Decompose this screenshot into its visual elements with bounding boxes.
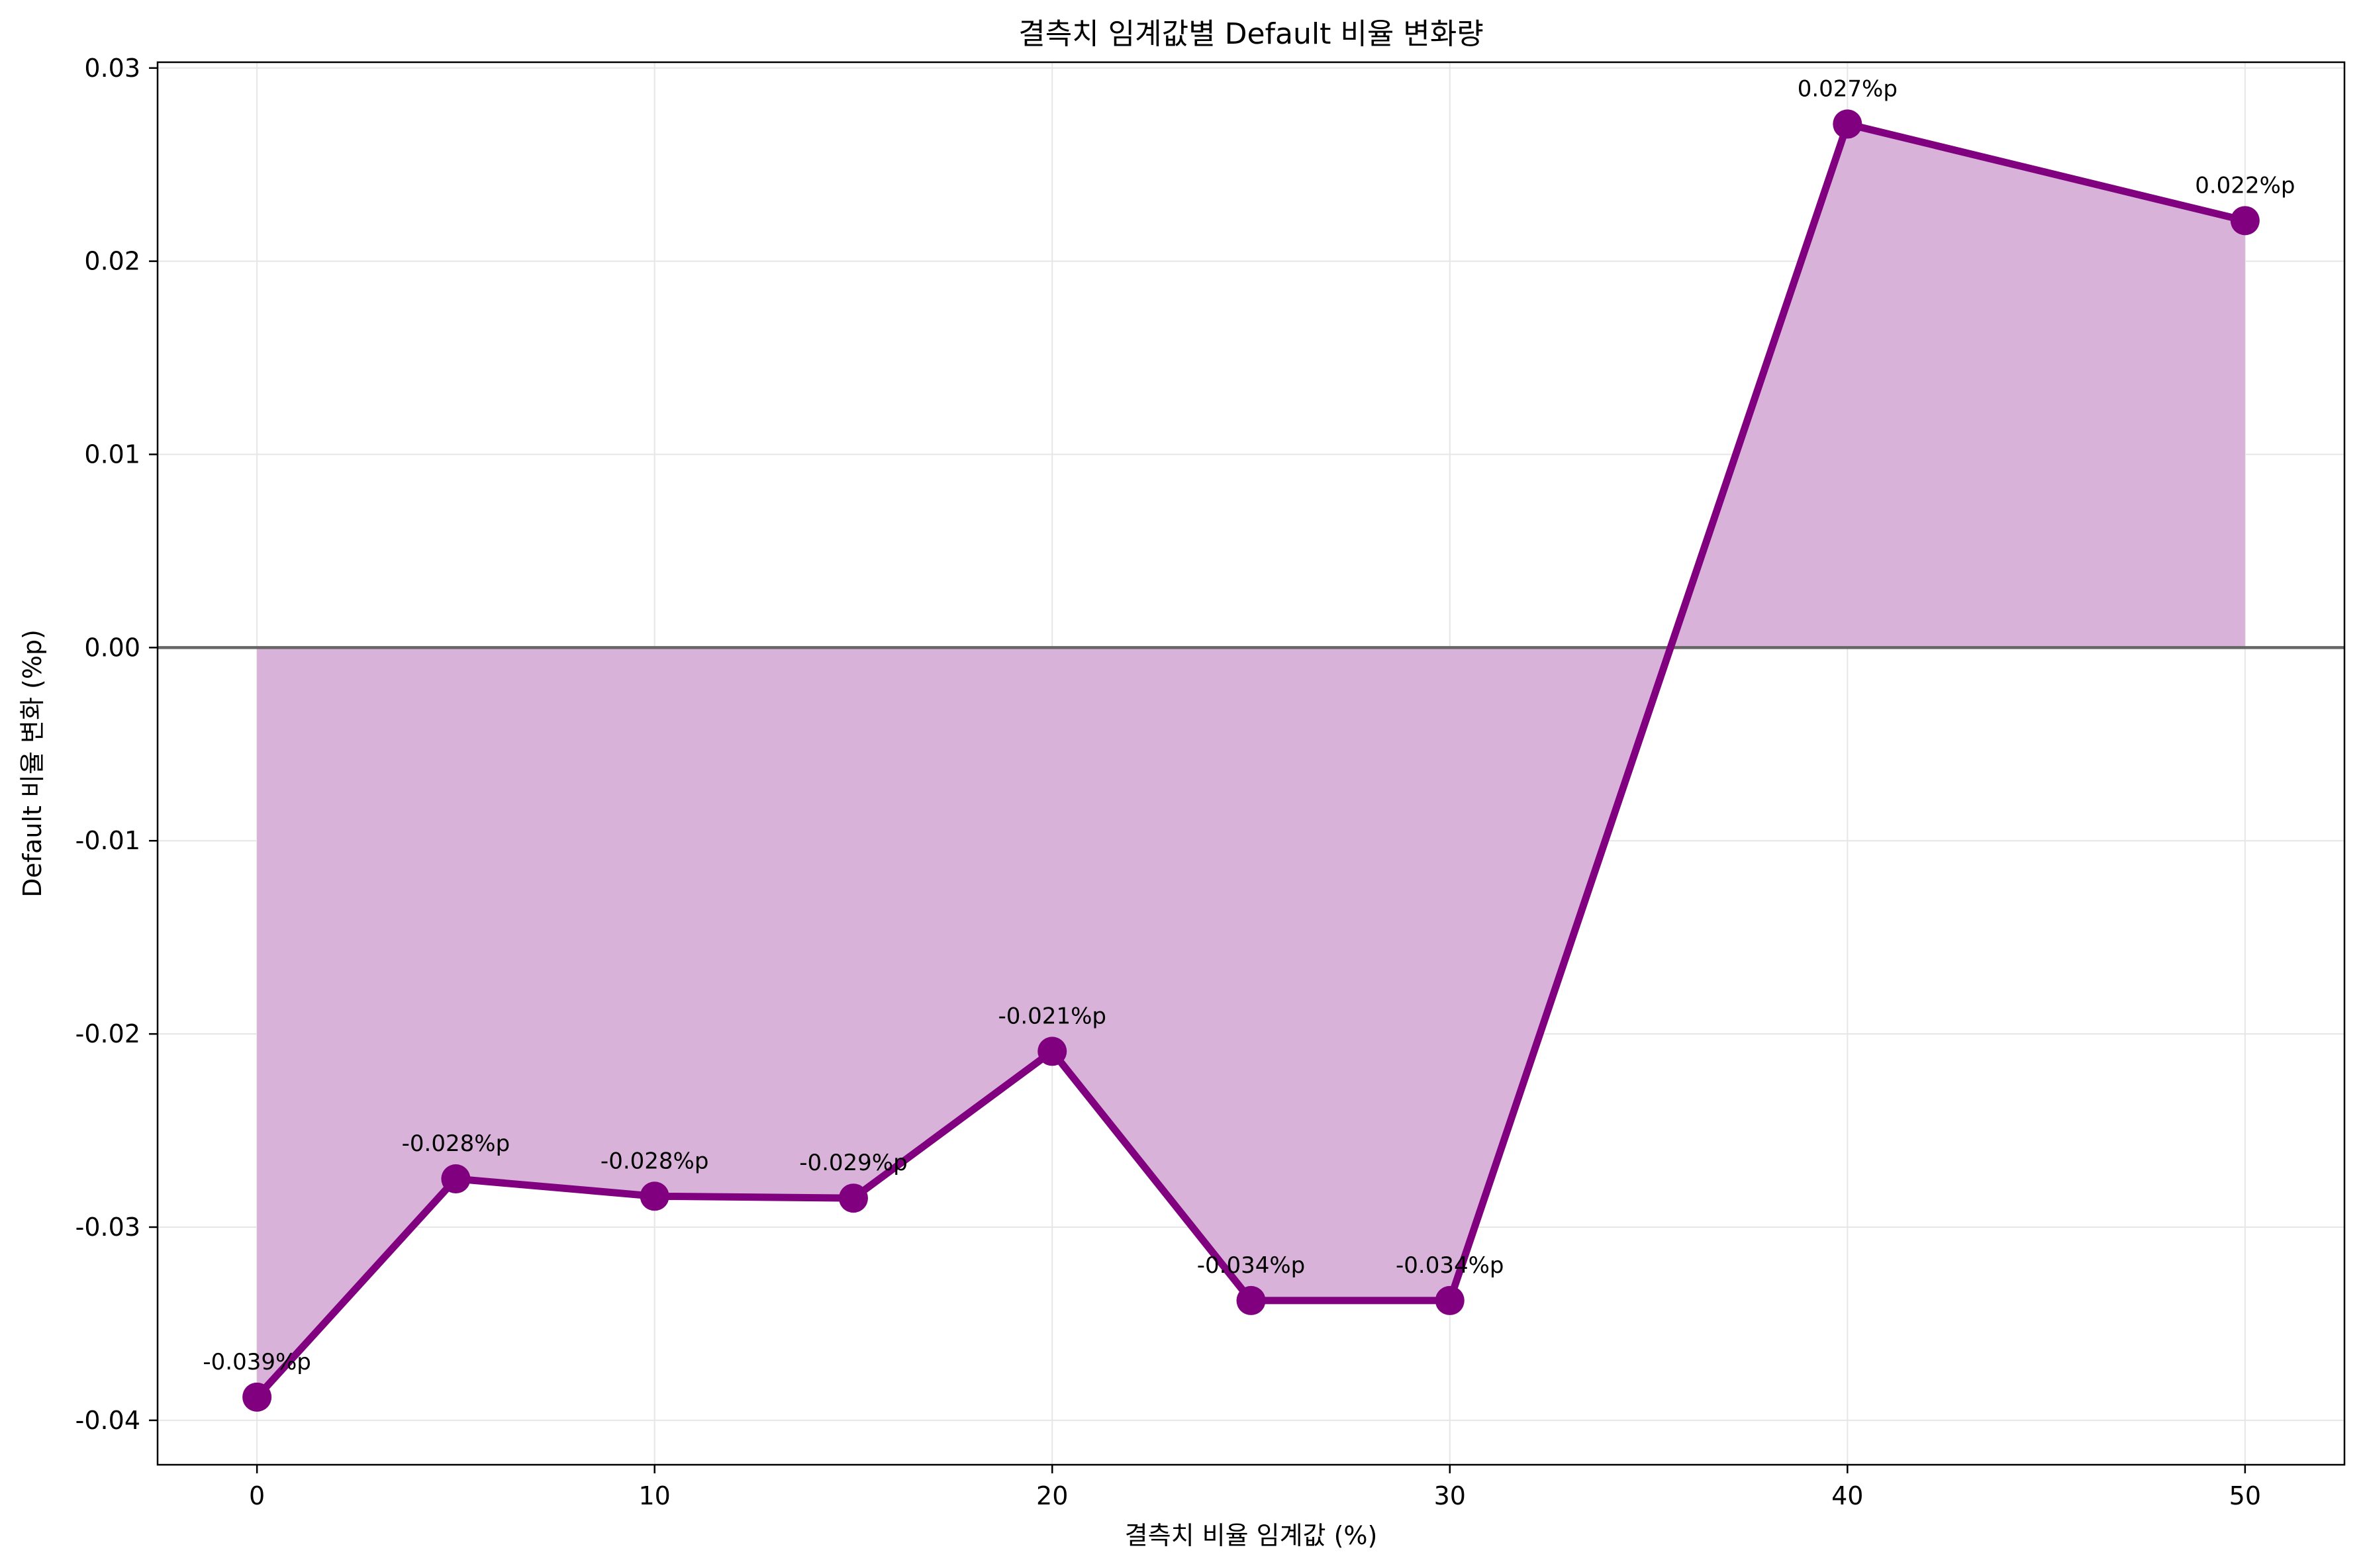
data-label: 0.022%p <box>2195 172 2295 199</box>
data-point <box>1435 1285 1465 1315</box>
y-tick-label: -0.01 <box>75 826 140 855</box>
x-tick-label: 10 <box>639 1481 671 1510</box>
y-tick-label: -0.04 <box>75 1406 140 1435</box>
x-tick-label: 40 <box>1831 1481 1863 1510</box>
data-label: 0.027%p <box>1798 75 1898 102</box>
chart-title: 결측치 임계값별 Default 비율 변화량 <box>1018 17 1483 51</box>
data-point <box>1037 1037 1067 1066</box>
x-tick-label: 20 <box>1036 1481 1068 1510</box>
data-labels: -0.039%p -0.028%p -0.028%p -0.029%p -0.021%p… <box>203 75 2295 1375</box>
data-points <box>242 109 2260 1412</box>
y-tick-label: 0.01 <box>84 440 140 469</box>
x-axis-ticks: 0 10 20 30 40 50 <box>249 1465 2261 1510</box>
data-point <box>1236 1285 1266 1315</box>
y-tick-label: -0.03 <box>75 1213 140 1242</box>
data-point <box>838 1183 868 1213</box>
data-label: -0.021%p <box>998 1003 1106 1029</box>
y-axis-ticks: -0.04 -0.03 -0.02 -0.01 0.00 0.01 0.02 0.03 <box>75 54 158 1435</box>
data-point <box>441 1164 471 1194</box>
y-tick-label: 0.00 <box>84 633 140 662</box>
data-label: -0.039%p <box>203 1349 311 1375</box>
data-label: -0.034%p <box>1396 1252 1504 1279</box>
y-axis-title: Default 비율 변화 (%p) <box>18 629 47 898</box>
x-axis-title: 결측치 비율 임계값 (%) <box>1125 1521 1378 1550</box>
data-point <box>2230 206 2260 236</box>
data-point <box>640 1181 669 1211</box>
area-fill <box>257 124 2245 1397</box>
y-tick-label: -0.02 <box>75 1019 140 1048</box>
y-tick-label: 0.03 <box>84 54 140 83</box>
data-label: -0.028%p <box>402 1130 510 1157</box>
plot-frame <box>156 61 2346 1466</box>
data-label: -0.034%p <box>1197 1252 1306 1279</box>
y-tick-label: 0.02 <box>84 247 140 276</box>
x-tick-label: 30 <box>1434 1481 1466 1510</box>
x-tick-label: 50 <box>2229 1481 2261 1510</box>
data-label: -0.029%p <box>799 1150 908 1176</box>
data-point <box>242 1382 272 1412</box>
x-tick-label: 0 <box>249 1481 265 1510</box>
data-label: -0.028%p <box>601 1148 709 1174</box>
data-point <box>1833 109 1862 139</box>
